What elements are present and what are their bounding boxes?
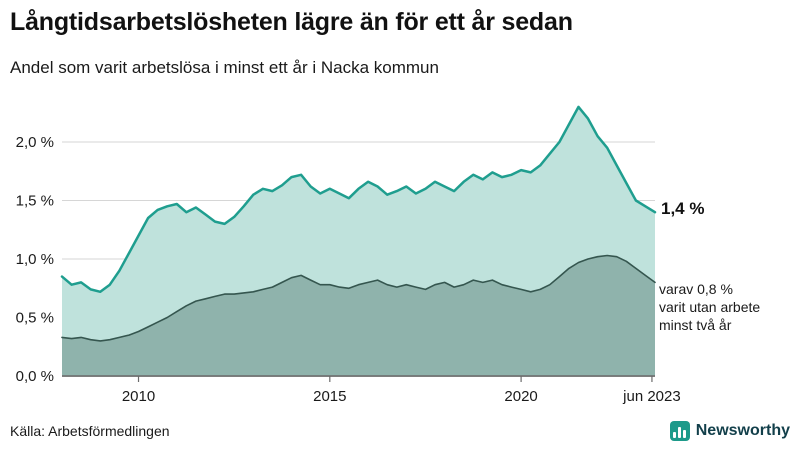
logo-bar: [678, 427, 682, 438]
svg-text:2020: 2020: [504, 388, 537, 405]
newsworthy-logo-icon: [669, 421, 690, 441]
page-subtitle: Andel som varit arbetslösa i minst ett å…: [10, 58, 439, 77]
svg-text:1,0 %: 1,0 %: [16, 251, 54, 268]
logo-bar: [673, 432, 677, 438]
svg-text:1,5 %: 1,5 %: [16, 193, 54, 210]
secondary-series-note: varav 0,8 % varit utan arbete minst två …: [659, 281, 799, 335]
page-title: Långtidsarbetslösheten lägre än för ett …: [10, 8, 573, 36]
svg-text:jun 2023: jun 2023: [622, 388, 681, 405]
logo-bar: [683, 430, 687, 438]
svg-text:0,0 %: 0,0 %: [16, 368, 54, 385]
chart-area: 0,0 % 0,5 % 1,0 % 1,5 % 2,0 % 2010 2015 2020 jun…: [0, 88, 800, 408]
svg-text:2010: 2010: [122, 388, 155, 405]
svg-text:2015: 2015: [313, 388, 346, 405]
newsworthy-brand: Newsworthy: [669, 421, 790, 441]
brand-name: Newsworthy: [695, 422, 790, 439]
chart-svg: 0,0 % 0,5 % 1,0 % 1,5 % 2,0 % 2010 2015 2020 jun…: [16, 105, 681, 405]
secondary-note-line: minst två år: [659, 316, 732, 333]
footer: Källa: Arbetsförmedlingen Newsworthy: [0, 416, 800, 446]
latest-value-label: 1,4 %: [661, 199, 705, 218]
secondary-note-line: varav 0,8 %: [659, 281, 733, 297]
secondary-note-line: varit utan arbete: [659, 298, 761, 315]
svg-text:2,0 %: 2,0 %: [16, 134, 54, 151]
source-credit: Källa: Arbetsförmedlingen: [10, 423, 170, 439]
svg-text:0,5 %: 0,5 %: [16, 310, 54, 327]
